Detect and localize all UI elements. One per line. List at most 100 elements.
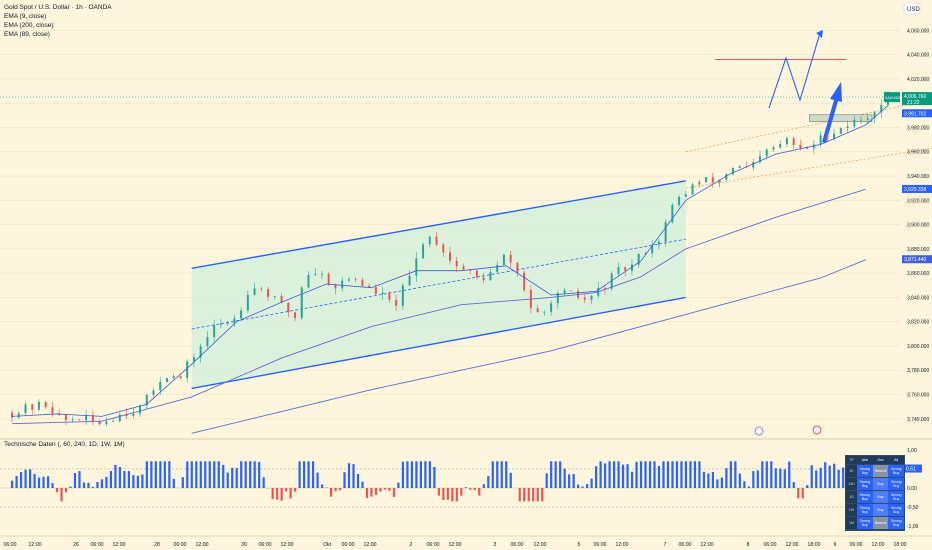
table-cell: Strong Buy bbox=[857, 504, 873, 516]
osc-bar bbox=[258, 461, 261, 488]
candle-body bbox=[583, 297, 586, 300]
osc-bar bbox=[424, 461, 427, 488]
osc-bar bbox=[505, 461, 508, 488]
osc-bar bbox=[217, 461, 220, 488]
osc-bar bbox=[316, 472, 319, 488]
osc-bar bbox=[554, 461, 557, 488]
candle-body bbox=[806, 148, 809, 149]
osc-bar bbox=[559, 461, 562, 488]
table-tf: 1M bbox=[849, 521, 854, 525]
candle-body bbox=[273, 296, 276, 297]
candle-body bbox=[833, 133, 836, 139]
osc-bar bbox=[298, 461, 301, 488]
osc-bar bbox=[487, 476, 490, 488]
osc-bar bbox=[186, 461, 189, 488]
osc-bar bbox=[73, 473, 77, 488]
candle-body bbox=[408, 275, 411, 286]
candle-body bbox=[361, 279, 364, 286]
candle-body bbox=[819, 135, 822, 145]
osc-y-tick-label: 1,00 bbox=[907, 448, 917, 454]
table-cell: Strong Buy bbox=[857, 465, 873, 477]
y-tick-label: 3,740.000 bbox=[907, 417, 929, 423]
osc-bar bbox=[541, 488, 544, 502]
osc-bar bbox=[595, 466, 598, 488]
osc-bar bbox=[716, 479, 719, 488]
osc-bar bbox=[163, 461, 166, 488]
candle-body bbox=[24, 404, 27, 414]
currency-label: USD bbox=[907, 7, 920, 13]
osc-bar bbox=[289, 488, 292, 499]
osc-bar bbox=[693, 461, 697, 488]
candle-body bbox=[489, 271, 492, 281]
rising-channel-lower bbox=[685, 147, 932, 189]
candle-body bbox=[347, 279, 350, 281]
y-tick-label: 3,820.000 bbox=[907, 320, 929, 326]
candle-body bbox=[17, 413, 20, 418]
x-tick-label: 5 bbox=[578, 542, 581, 548]
projection-path bbox=[768, 32, 821, 109]
osc-bar bbox=[141, 474, 144, 488]
osc-bar bbox=[28, 469, 32, 488]
symbol-tag-label: XAUUSD bbox=[885, 96, 900, 100]
y-tick-label: 3,860.000 bbox=[907, 271, 929, 277]
candle-body bbox=[395, 299, 398, 306]
osc-bar bbox=[145, 461, 148, 488]
drawings bbox=[0, 30, 932, 436]
osc-bar bbox=[280, 488, 283, 501]
osc-bar bbox=[478, 488, 481, 496]
candle-body bbox=[873, 112, 876, 119]
candle-body bbox=[705, 177, 708, 183]
osc-bar bbox=[60, 488, 63, 502]
candle-body bbox=[172, 376, 175, 379]
candle-body bbox=[792, 138, 795, 146]
candle-body bbox=[51, 407, 54, 414]
osc-bar bbox=[599, 461, 602, 488]
osc-bar bbox=[392, 488, 396, 497]
osc-bar bbox=[707, 473, 710, 488]
candle-body bbox=[846, 126, 849, 129]
x-tick-label: 06:00 bbox=[764, 542, 777, 548]
osc-bar bbox=[603, 463, 607, 488]
x-tick-label: 06:00 bbox=[679, 542, 692, 548]
osc-bar bbox=[262, 477, 265, 488]
osc-bar bbox=[91, 486, 95, 488]
osc-bar bbox=[738, 473, 741, 488]
candle-body bbox=[496, 264, 499, 272]
candle-body bbox=[260, 288, 263, 290]
table-cell: Strong Buy bbox=[857, 478, 873, 490]
candle-body bbox=[502, 254, 505, 265]
osc-bar bbox=[729, 461, 732, 488]
osc-bar bbox=[222, 464, 225, 488]
osc-bar bbox=[127, 471, 130, 488]
osc-bar bbox=[253, 461, 256, 488]
candle-body bbox=[718, 179, 721, 183]
table-tf: 1W bbox=[848, 508, 855, 512]
osc-bar bbox=[752, 471, 755, 488]
candle-body bbox=[422, 244, 425, 259]
candle-body bbox=[543, 311, 546, 313]
candle-body bbox=[165, 378, 168, 382]
x-tick-label: 12:00 bbox=[113, 542, 126, 548]
candle-body bbox=[213, 324, 216, 338]
candle-body bbox=[880, 104, 883, 113]
x-tick-label: 8 bbox=[747, 542, 750, 548]
y-tick-label: 3,920.000 bbox=[907, 198, 929, 204]
x-tick-label: 26 bbox=[73, 542, 79, 548]
candle-body bbox=[442, 244, 445, 253]
candle-body bbox=[401, 285, 404, 306]
candle-body bbox=[280, 296, 283, 303]
candle-body bbox=[536, 308, 539, 313]
candle-body bbox=[860, 119, 863, 121]
osc-bar bbox=[523, 488, 526, 502]
y-tick-label: 3,800.000 bbox=[907, 344, 929, 350]
osc-bar bbox=[307, 461, 310, 488]
osc-bar bbox=[150, 461, 153, 488]
osc-bar bbox=[482, 484, 485, 488]
osc-bar bbox=[572, 474, 575, 488]
ema89-line bbox=[11, 188, 866, 425]
candle-body bbox=[132, 413, 135, 416]
osc-bar bbox=[419, 461, 422, 488]
osc-bar bbox=[657, 466, 661, 488]
osc-bar bbox=[401, 461, 405, 488]
